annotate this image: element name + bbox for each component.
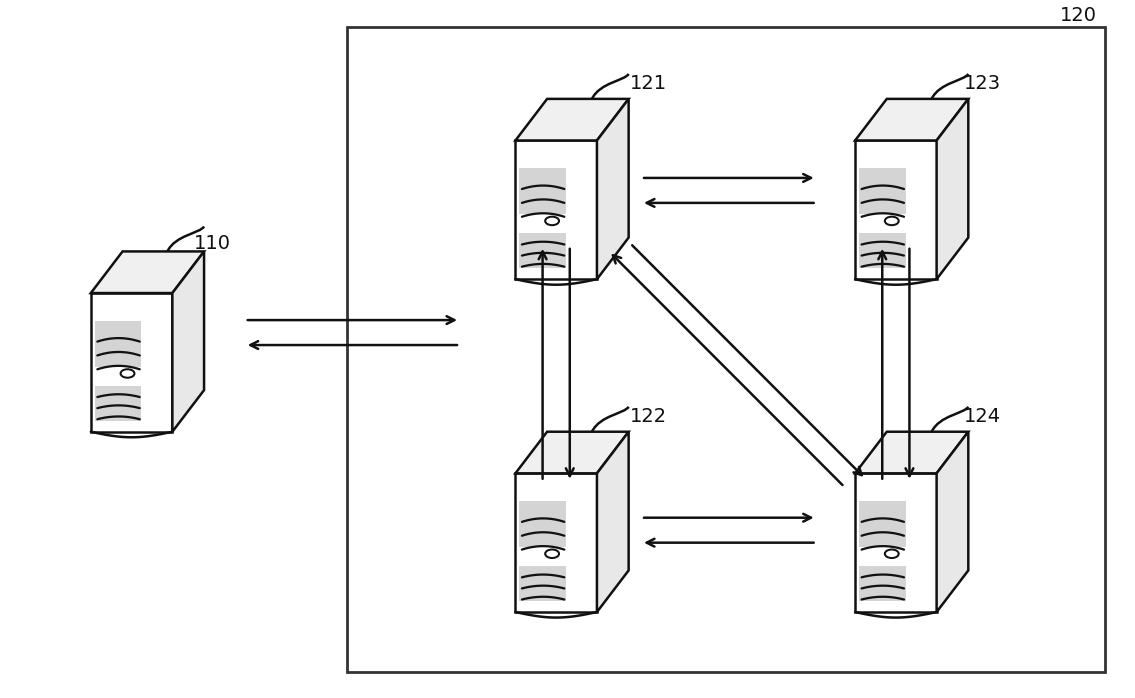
Circle shape <box>120 369 134 378</box>
Text: 120: 120 <box>1060 6 1098 25</box>
Polygon shape <box>91 251 204 293</box>
Bar <box>346 27 1105 672</box>
Polygon shape <box>95 321 142 366</box>
Circle shape <box>885 216 899 225</box>
Polygon shape <box>859 566 906 601</box>
Circle shape <box>545 216 560 225</box>
Polygon shape <box>173 251 204 432</box>
Polygon shape <box>520 168 566 214</box>
Polygon shape <box>855 432 968 473</box>
Text: 110: 110 <box>194 234 230 253</box>
Polygon shape <box>597 99 629 279</box>
Text: 124: 124 <box>964 407 1001 426</box>
Polygon shape <box>520 233 566 268</box>
Polygon shape <box>515 140 597 279</box>
Circle shape <box>545 549 560 558</box>
Polygon shape <box>520 566 566 601</box>
Polygon shape <box>597 432 629 612</box>
Text: 121: 121 <box>630 74 667 94</box>
Circle shape <box>885 549 899 558</box>
Polygon shape <box>936 99 968 279</box>
Polygon shape <box>855 473 936 612</box>
Polygon shape <box>859 168 906 214</box>
Polygon shape <box>515 99 629 140</box>
Polygon shape <box>520 501 566 547</box>
Polygon shape <box>515 473 597 612</box>
Polygon shape <box>95 386 142 421</box>
Polygon shape <box>855 99 968 140</box>
Polygon shape <box>859 501 906 547</box>
Polygon shape <box>936 432 968 612</box>
Text: 123: 123 <box>964 74 1001 94</box>
Text: 122: 122 <box>630 407 667 426</box>
Polygon shape <box>855 140 936 279</box>
Polygon shape <box>515 432 629 473</box>
Polygon shape <box>91 293 173 432</box>
Polygon shape <box>859 233 906 268</box>
